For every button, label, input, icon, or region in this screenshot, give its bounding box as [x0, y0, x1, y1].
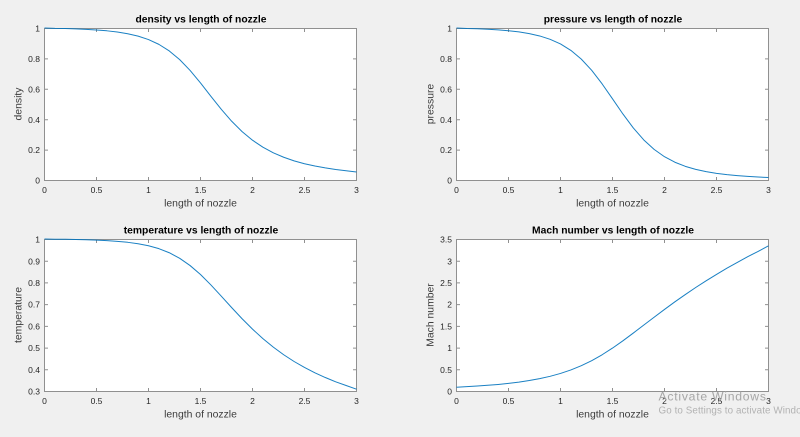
- svg-text:0.6: 0.6: [440, 84, 452, 94]
- svg-text:0.4: 0.4: [28, 365, 40, 375]
- svg-text:2.5: 2.5: [299, 396, 311, 406]
- svg-text:1: 1: [558, 185, 563, 195]
- svg-text:1.5: 1.5: [195, 396, 207, 406]
- svg-text:0: 0: [42, 185, 47, 195]
- svg-text:0: 0: [35, 176, 40, 186]
- svg-text:length of nozzle: length of nozzle: [164, 410, 237, 421]
- svg-text:3: 3: [354, 185, 359, 195]
- svg-text:1.5: 1.5: [195, 185, 207, 195]
- svg-text:0: 0: [454, 396, 459, 406]
- svg-text:0.2: 0.2: [440, 145, 452, 155]
- svg-text:2: 2: [250, 185, 255, 195]
- svg-text:1.5: 1.5: [607, 185, 619, 195]
- svg-text:0.5: 0.5: [91, 185, 103, 195]
- svg-text:Mach number vs length of nozzl: Mach number vs length of nozzle: [532, 226, 694, 237]
- svg-text:Mach number: Mach number: [426, 283, 437, 347]
- svg-text:1: 1: [447, 343, 452, 353]
- svg-text:0.2: 0.2: [28, 145, 40, 155]
- svg-text:1: 1: [35, 235, 40, 245]
- svg-text:0: 0: [447, 176, 452, 186]
- svg-text:0.8: 0.8: [28, 278, 40, 288]
- svg-text:2.5: 2.5: [440, 278, 452, 288]
- svg-text:0.9: 0.9: [28, 256, 40, 266]
- svg-text:temperature: temperature: [14, 287, 25, 343]
- svg-text:2.5: 2.5: [299, 185, 311, 195]
- svg-text:0.4: 0.4: [28, 115, 40, 125]
- svg-text:3.5: 3.5: [440, 235, 452, 245]
- svg-text:length of nozzle: length of nozzle: [576, 410, 649, 421]
- svg-text:1: 1: [447, 24, 452, 34]
- svg-text:0.8: 0.8: [440, 54, 452, 64]
- svg-text:1.5: 1.5: [440, 322, 452, 332]
- svg-text:1: 1: [35, 24, 40, 34]
- svg-text:1: 1: [146, 396, 151, 406]
- svg-text:0.6: 0.6: [28, 322, 40, 332]
- svg-text:2: 2: [250, 396, 255, 406]
- svg-text:1.5: 1.5: [607, 396, 619, 406]
- svg-text:0.7: 0.7: [28, 300, 40, 310]
- svg-text:length of nozzle: length of nozzle: [164, 199, 237, 210]
- svg-text:2: 2: [662, 185, 667, 195]
- svg-text:1: 1: [558, 396, 563, 406]
- svg-text:2: 2: [447, 300, 452, 310]
- svg-text:0.5: 0.5: [503, 185, 515, 195]
- svg-text:0: 0: [447, 387, 452, 397]
- svg-text:length of nozzle: length of nozzle: [576, 199, 649, 210]
- svg-text:0.5: 0.5: [28, 343, 40, 353]
- svg-text:Activate Windows: Activate Windows: [659, 390, 767, 404]
- svg-text:density vs length of nozzle: density vs length of nozzle: [135, 15, 266, 26]
- svg-text:0.8: 0.8: [28, 54, 40, 64]
- svg-text:3: 3: [447, 256, 452, 266]
- svg-text:0: 0: [454, 185, 459, 195]
- svg-text:pressure vs length of nozzle: pressure vs length of nozzle: [544, 15, 683, 26]
- svg-text:Go to Settings to activate Win: Go to Settings to activate Windows: [659, 406, 800, 417]
- svg-text:0.4: 0.4: [440, 115, 452, 125]
- svg-text:0.5: 0.5: [91, 396, 103, 406]
- svg-text:3: 3: [766, 185, 771, 195]
- svg-text:1: 1: [146, 185, 151, 195]
- svg-text:3: 3: [354, 396, 359, 406]
- svg-text:0.3: 0.3: [28, 387, 40, 397]
- svg-text:pressure: pressure: [426, 84, 437, 125]
- svg-text:0.5: 0.5: [503, 396, 515, 406]
- svg-text:2.5: 2.5: [711, 185, 723, 195]
- svg-text:0.6: 0.6: [28, 84, 40, 94]
- svg-text:temperature vs length of nozzl: temperature vs length of nozzle: [124, 226, 279, 237]
- svg-text:density: density: [14, 87, 25, 121]
- svg-text:0: 0: [42, 396, 47, 406]
- svg-text:0.5: 0.5: [440, 365, 452, 375]
